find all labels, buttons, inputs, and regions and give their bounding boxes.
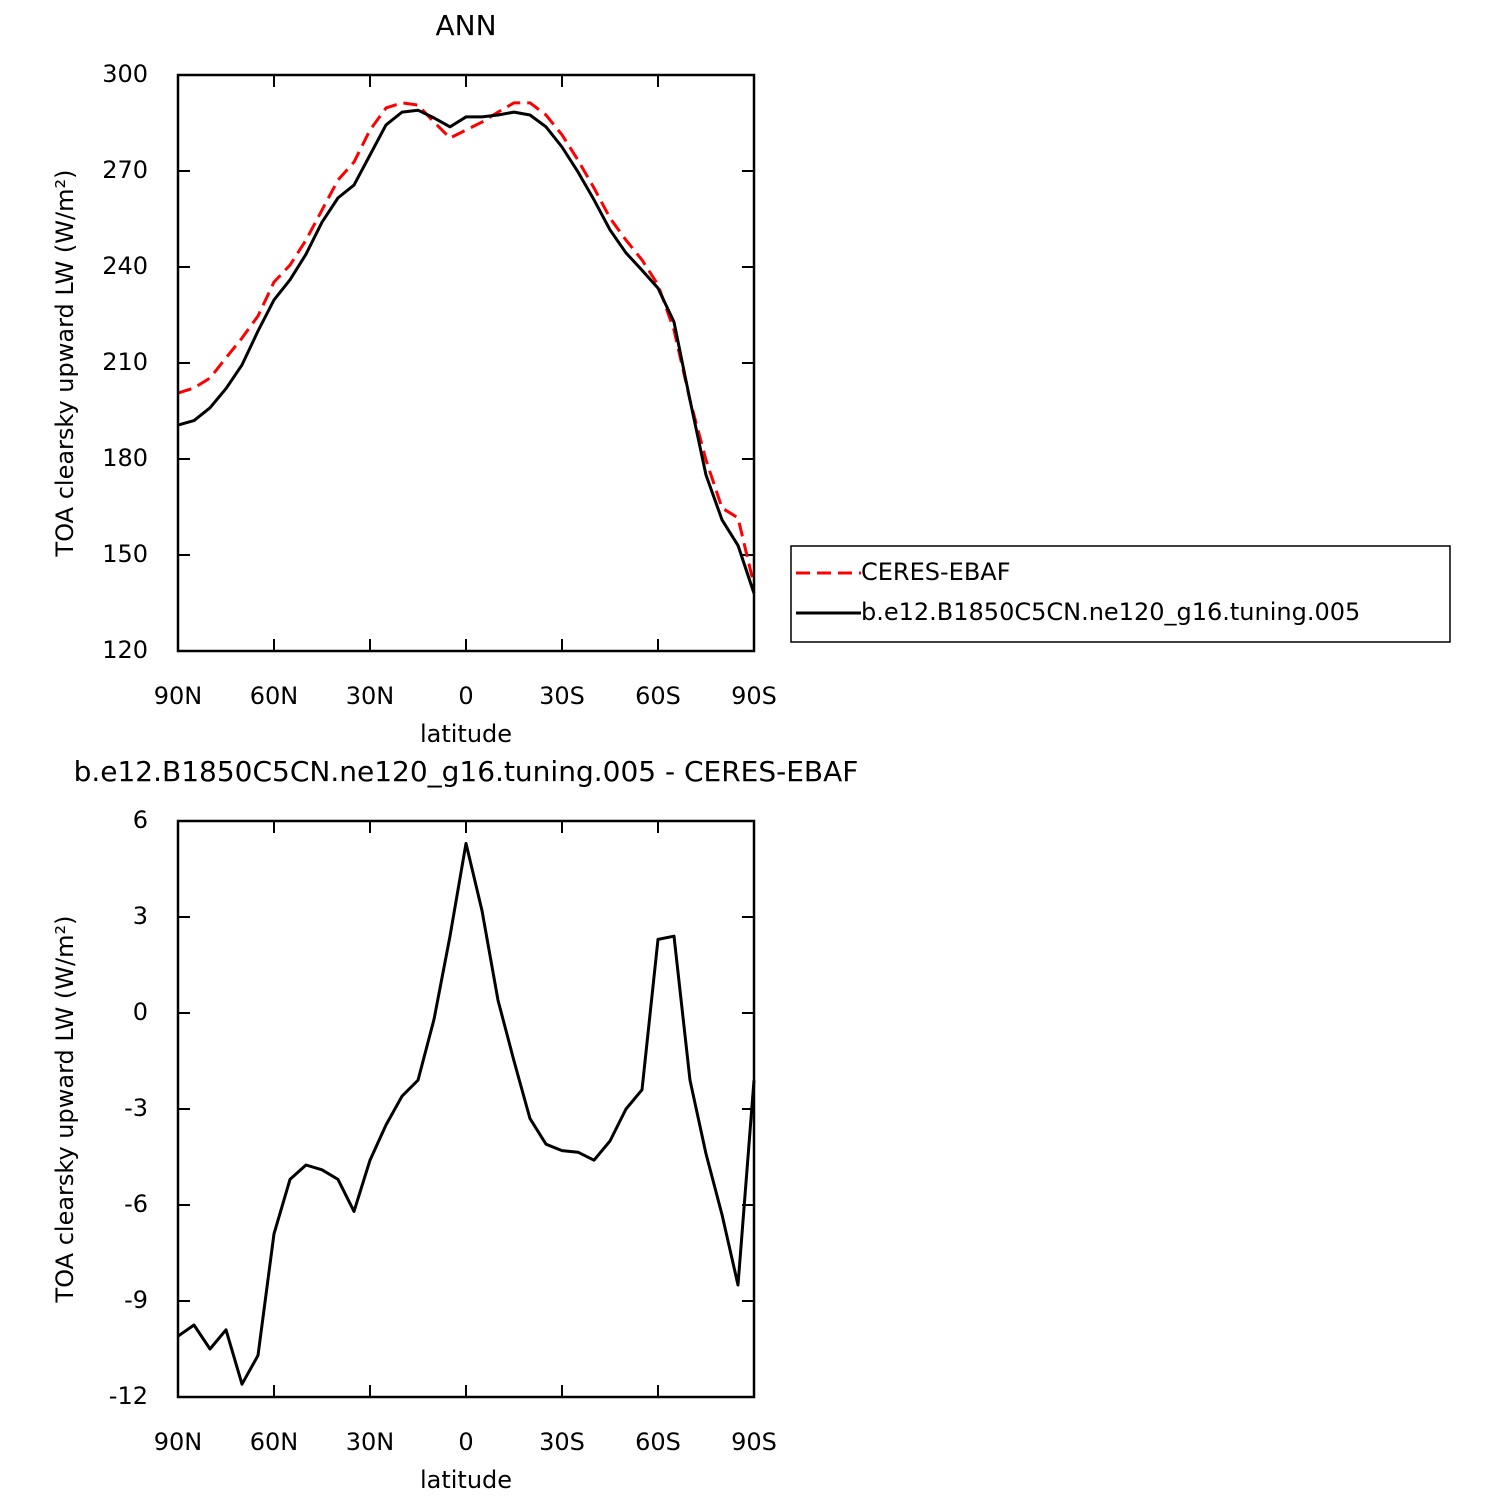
data-line [177,101,756,586]
y-axis-label: TOA clearsky upward LW (W/m²) [51,916,79,1304]
plot-frame [176,819,756,1399]
x-tick-label: 0 [458,1428,473,1456]
x-axis-label: latitude [420,1466,512,1494]
y-tick-label: 3 [133,902,148,930]
x-tick-label: 60S [635,1428,681,1456]
y-tick-label: 6 [133,806,148,834]
y-tick-label: -3 [124,1094,148,1122]
x-axis-label: latitude [420,720,512,748]
x-tick-label: 60N [250,682,299,710]
chart-title: b.e12.B1850C5CN.ne120_g16.tuning.005 - C… [74,755,859,788]
legend-box [790,545,1451,643]
x-tick-label: 90S [731,682,777,710]
y-tick-label: 120 [102,636,148,664]
data-line [177,108,756,594]
y-tick-label: 0 [133,998,148,1026]
x-tick-label: 30S [539,682,585,710]
y-axis-label: TOA clearsky upward LW (W/m²) [51,170,79,558]
x-tick-label: 0 [458,682,473,710]
y-tick-label: -12 [109,1382,148,1410]
x-tick-label: 90N [154,1428,203,1456]
y-tick-label: 150 [102,540,148,568]
x-tick-label: 30S [539,1428,585,1456]
y-tick-label: 270 [102,156,148,184]
legend-label: b.e12.B1850C5CN.ne120_g16.tuning.005 [861,598,1360,626]
y-tick-label: -6 [124,1190,148,1218]
x-tick-label: 90N [154,682,203,710]
y-tick-label: 240 [102,252,148,280]
y-tick-label: -9 [124,1286,148,1314]
y-tick-label: 300 [102,60,148,88]
legend-label: CERES-EBAF [861,558,1011,586]
x-tick-label: 90S [731,1428,777,1456]
chart-title: ANN [435,9,496,42]
plot-frame [176,73,756,653]
y-tick-label: 180 [102,444,148,472]
x-tick-label: 30N [346,1428,395,1456]
y-tick-label: 210 [102,348,148,376]
x-tick-label: 60N [250,1428,299,1456]
x-tick-label: 60S [635,682,681,710]
x-tick-label: 30N [346,682,395,710]
data-line [177,841,756,1386]
